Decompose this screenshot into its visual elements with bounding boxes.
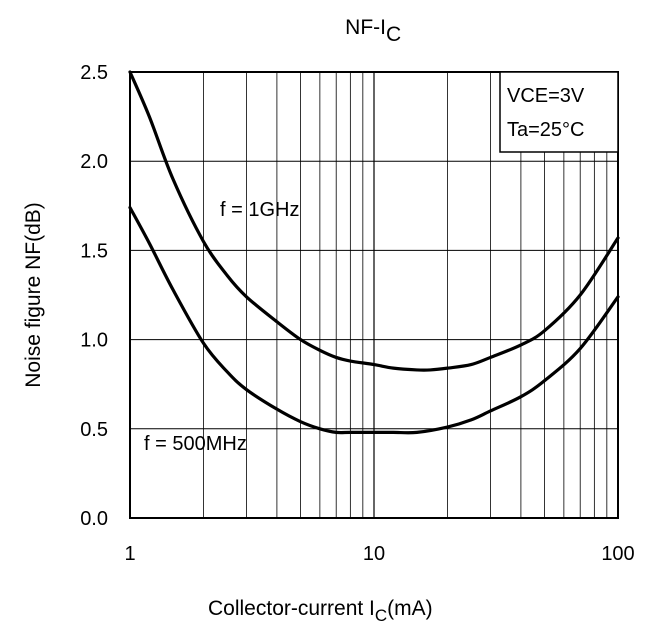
x-tick-label: 1 — [124, 543, 135, 565]
y-tick-label: 1.5 — [80, 240, 108, 262]
x-axis-title-unit: (mA) — [387, 597, 433, 620]
series-line-500mhz — [128, 205, 620, 435]
x-tick-label: 100 — [601, 543, 634, 565]
x-axis-title: Collector-current IC(mA) — [208, 597, 433, 625]
y-tick-label: 2.0 — [80, 151, 108, 173]
conditions-box-frame — [499, 71, 619, 153]
chart-title-subscript: C — [386, 23, 401, 46]
y-tick-label: 2.5 — [80, 62, 108, 84]
condition-vce: VCE=3V — [507, 85, 585, 107]
x-tick-labels: 1 10 100 — [124, 543, 634, 565]
series-lines — [128, 70, 620, 435]
chart-title: NF-I — [345, 16, 386, 39]
conditions-box: VCE=3V Ta=25°C — [499, 71, 619, 153]
x-tick-label: 10 — [363, 543, 385, 565]
condition-ta: Ta=25°C — [507, 119, 585, 141]
y-tick-label: 0.5 — [80, 419, 108, 441]
x-axis-title-main: Collector-current I — [208, 597, 375, 620]
y-tick-labels: 0.0 0.5 1.0 1.5 2.0 2.5 — [80, 62, 108, 530]
series-line-1ghz — [128, 70, 620, 372]
y-tick-label: 0.0 — [80, 508, 108, 530]
series-label-1ghz: f = 1GHz — [220, 199, 299, 221]
plot-frame — [129, 71, 619, 519]
x-axis-title-subscript: C — [375, 606, 387, 625]
y-tick-label: 1.0 — [80, 330, 108, 352]
y-axis-title: Noise figure NF(dB) — [22, 202, 45, 388]
series-label-500mhz: f = 500MHz — [144, 433, 247, 455]
